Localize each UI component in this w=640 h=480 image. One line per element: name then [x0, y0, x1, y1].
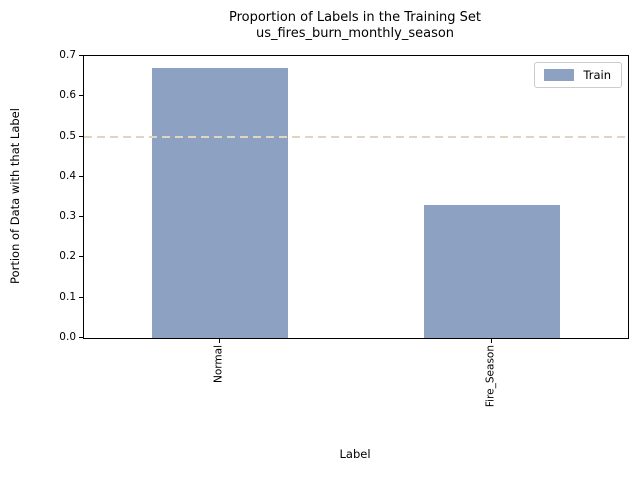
y-tick-label: 0.1	[59, 290, 76, 303]
y-tick-label: 0.7	[59, 49, 76, 61]
bar-fire_season	[424, 205, 560, 338]
reference-line	[84, 135, 628, 138]
x-tick-mark	[219, 339, 220, 343]
legend: Train	[534, 62, 622, 88]
x-axis-label: Label	[339, 447, 371, 461]
y-tick-label: 0.6	[59, 89, 76, 102]
legend-swatch-train	[544, 69, 575, 81]
y-tick-label: 0.3	[59, 210, 76, 223]
y-axis-label: Portion of Data with that Label	[8, 108, 22, 284]
x-tick-label-fire_season: Fire_Season	[484, 345, 497, 408]
y-tick-mark	[79, 296, 83, 298]
y-tick-label: 0.4	[59, 169, 76, 182]
y-tick-mark	[79, 55, 83, 56]
bar-normal	[152, 68, 288, 338]
y-tick-mark	[79, 135, 83, 137]
legend-label-train: Train	[583, 68, 611, 82]
y-tick-label: 0.0	[59, 331, 76, 343]
y-tick-mark	[79, 175, 83, 177]
y-tick-mark	[79, 216, 83, 218]
plot-area	[83, 55, 629, 339]
chart-title-line1: Proportion of Labels in the Training Set	[228, 10, 482, 25]
chart-title: Proportion of Labels in the Training Set…	[83, 10, 627, 42]
chart-title-line2: us_fires_burn_monthly_season	[255, 26, 455, 41]
x-tick-label-normal: Normal	[212, 345, 225, 383]
y-tick-mark	[79, 95, 83, 97]
y-tick-mark	[79, 337, 83, 338]
y-tick-label: 0.5	[59, 129, 76, 142]
x-tick-mark	[491, 339, 492, 343]
y-tick-label: 0.2	[59, 250, 76, 263]
y-tick-mark	[79, 256, 83, 258]
